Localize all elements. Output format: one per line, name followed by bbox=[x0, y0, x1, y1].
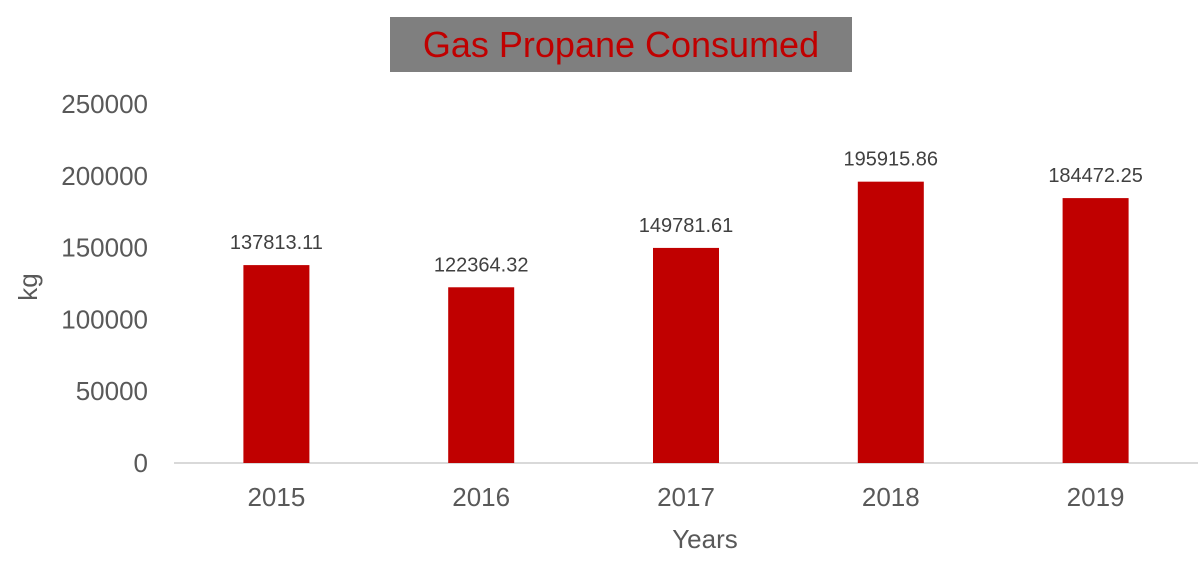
y-tick-label: 0 bbox=[134, 448, 148, 478]
x-tick-label-2019: 2019 bbox=[1067, 482, 1125, 512]
data-label-2019: 184472.25 bbox=[1048, 165, 1143, 187]
y-axis-ticks: 0 50000 100000 150000 200000 250000 bbox=[61, 89, 148, 478]
x-tick-label-2015: 2015 bbox=[247, 482, 305, 512]
bars bbox=[243, 181, 1129, 464]
data-label-2018: 195915.86 bbox=[844, 149, 939, 171]
x-tick-label-2018: 2018 bbox=[862, 482, 920, 512]
data-label-2015: 137813.11 bbox=[230, 232, 323, 254]
bar-2018 bbox=[857, 181, 924, 463]
bar-2017 bbox=[653, 247, 719, 463]
x-tick-label-2016: 2016 bbox=[452, 482, 510, 512]
y-tick-label: 200000 bbox=[61, 161, 148, 191]
data-labels: 137813.11 122364.32 149781.61 195915.86 1844… bbox=[230, 149, 1143, 277]
bar-2015 bbox=[243, 265, 310, 463]
y-tick-label: 50000 bbox=[76, 376, 148, 406]
chart-title-box: Gas Propane Consumed bbox=[390, 17, 852, 72]
x-axis-ticks: 2015 2016 2017 2018 2019 bbox=[247, 482, 1124, 512]
y-tick-label: 100000 bbox=[61, 304, 148, 334]
data-label-2017: 149781.61 bbox=[639, 215, 734, 237]
y-axis-title: kg bbox=[13, 273, 43, 300]
bar-2019 bbox=[1062, 198, 1129, 464]
y-tick-label: 250000 bbox=[61, 89, 148, 119]
chart-title: Gas Propane Consumed bbox=[422, 23, 820, 65]
x-axis-title: Years bbox=[672, 524, 738, 554]
y-tick-label: 150000 bbox=[61, 233, 148, 263]
x-tick-label-2017: 2017 bbox=[657, 482, 715, 512]
data-label-2016: 122364.32 bbox=[434, 254, 529, 276]
bar-2016 bbox=[448, 287, 515, 463]
